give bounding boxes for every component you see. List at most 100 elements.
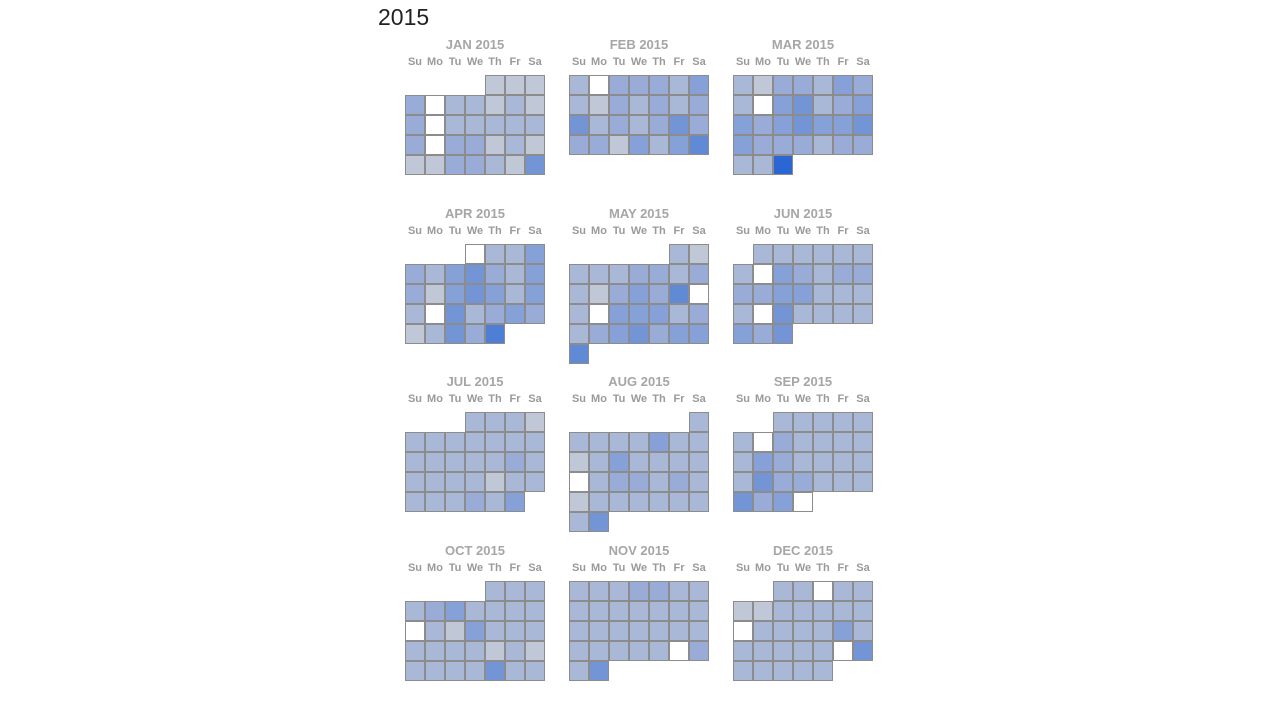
day-cell[interactable] [669,115,689,135]
day-cell[interactable] [773,492,793,512]
day-cell[interactable] [445,284,465,304]
day-cell[interactable] [425,472,445,492]
day-cell[interactable] [445,155,465,175]
day-cell[interactable] [505,412,525,432]
day-cell[interactable] [813,452,833,472]
day-cell[interactable] [629,284,649,304]
day-cell[interactable] [853,581,873,601]
day-cell[interactable] [629,135,649,155]
day-cell[interactable] [505,492,525,512]
day-cell[interactable] [445,304,465,324]
day-cell[interactable] [773,581,793,601]
day-cell[interactable] [733,155,753,175]
day-cell[interactable] [773,324,793,344]
day-cell[interactable] [669,264,689,284]
day-cell[interactable] [569,661,589,681]
day-cell[interactable] [649,324,669,344]
day-cell[interactable] [773,244,793,264]
day-cell[interactable] [609,95,629,115]
day-cell[interactable] [569,284,589,304]
day-cell[interactable] [773,95,793,115]
day-cell[interactable] [773,412,793,432]
day-cell[interactable] [649,304,669,324]
day-cell[interactable] [833,284,853,304]
day-cell[interactable] [753,75,773,95]
day-cell[interactable] [465,452,485,472]
day-cell[interactable] [629,304,649,324]
day-cell[interactable] [609,115,629,135]
day-cell[interactable] [589,581,609,601]
day-cell[interactable] [689,115,709,135]
day-cell[interactable] [569,641,589,661]
day-cell[interactable] [753,452,773,472]
day-cell[interactable] [569,432,589,452]
day-cell[interactable] [465,621,485,641]
day-cell[interactable] [669,452,689,472]
day-cell[interactable] [733,324,753,344]
day-cell[interactable] [425,641,445,661]
day-cell[interactable] [505,601,525,621]
day-cell[interactable] [813,621,833,641]
day-cell[interactable] [733,641,753,661]
day-cell[interactable] [505,264,525,284]
day-cell[interactable] [669,581,689,601]
day-cell[interactable] [589,512,609,532]
day-cell[interactable] [649,621,669,641]
day-cell[interactable] [405,284,425,304]
day-cell[interactable] [689,75,709,95]
day-cell[interactable] [813,75,833,95]
day-cell[interactable] [589,432,609,452]
day-cell[interactable] [669,284,689,304]
day-cell[interactable] [525,472,545,492]
day-cell[interactable] [669,95,689,115]
day-cell[interactable] [569,621,589,641]
day-cell[interactable] [589,264,609,284]
day-cell[interactable] [853,432,873,452]
day-cell[interactable] [669,304,689,324]
day-cell[interactable] [753,472,773,492]
day-cell[interactable] [485,244,505,264]
day-cell[interactable] [589,135,609,155]
day-cell[interactable] [813,601,833,621]
day-cell[interactable] [853,412,873,432]
day-cell[interactable] [485,601,505,621]
day-cell[interactable] [813,284,833,304]
day-cell[interactable] [649,581,669,601]
day-cell[interactable] [405,472,425,492]
day-cell[interactable] [833,432,853,452]
day-cell[interactable] [793,244,813,264]
day-cell[interactable] [813,244,833,264]
day-cell[interactable] [773,452,793,472]
day-cell[interactable] [425,452,445,472]
day-cell[interactable] [485,264,505,284]
day-cell[interactable] [793,412,813,432]
day-cell[interactable] [485,452,505,472]
day-cell[interactable] [405,115,425,135]
day-cell[interactable] [505,135,525,155]
day-cell[interactable] [629,264,649,284]
day-cell[interactable] [853,95,873,115]
day-cell[interactable] [649,452,669,472]
day-cell[interactable] [405,641,425,661]
day-cell[interactable] [525,621,545,641]
day-cell[interactable] [445,621,465,641]
day-cell[interactable] [753,155,773,175]
day-cell[interactable] [793,661,813,681]
day-cell[interactable] [445,661,465,681]
day-cell[interactable] [793,304,813,324]
day-cell[interactable] [525,95,545,115]
day-cell[interactable] [525,661,545,681]
day-cell[interactable] [669,244,689,264]
day-cell[interactable] [445,492,465,512]
day-cell[interactable] [629,492,649,512]
day-cell[interactable] [733,661,753,681]
day-cell[interactable] [525,432,545,452]
day-cell[interactable] [569,492,589,512]
day-cell[interactable] [733,601,753,621]
day-cell[interactable] [813,412,833,432]
day-cell[interactable] [465,304,485,324]
day-cell[interactable] [609,432,629,452]
day-cell[interactable] [689,244,709,264]
day-cell[interactable] [689,432,709,452]
day-cell[interactable] [445,601,465,621]
